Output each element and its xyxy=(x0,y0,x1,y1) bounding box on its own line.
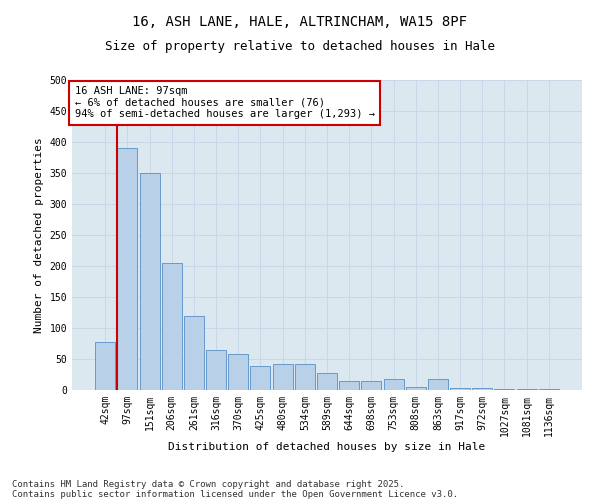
Bar xyxy=(494,389,514,390)
Bar xyxy=(450,388,470,390)
Bar xyxy=(383,379,404,390)
Bar xyxy=(339,380,359,390)
Bar xyxy=(250,366,271,390)
Y-axis label: Number of detached properties: Number of detached properties xyxy=(34,137,44,333)
Bar xyxy=(517,389,536,390)
Bar xyxy=(184,316,204,390)
Text: 16, ASH LANE, HALE, ALTRINCHAM, WA15 8PF: 16, ASH LANE, HALE, ALTRINCHAM, WA15 8PF xyxy=(133,15,467,29)
Bar xyxy=(539,389,559,390)
Bar xyxy=(317,372,337,390)
Bar xyxy=(140,173,160,390)
Text: Contains public sector information licensed under the Open Government Licence v3: Contains public sector information licen… xyxy=(12,490,458,499)
Bar xyxy=(272,364,293,390)
Text: Size of property relative to detached houses in Hale: Size of property relative to detached ho… xyxy=(105,40,495,53)
Bar xyxy=(428,379,448,390)
Bar xyxy=(295,364,315,390)
Bar xyxy=(162,263,182,390)
Bar xyxy=(228,354,248,390)
Bar xyxy=(206,350,226,390)
Bar xyxy=(472,388,492,390)
Text: Contains HM Land Registry data © Crown copyright and database right 2025.: Contains HM Land Registry data © Crown c… xyxy=(12,480,404,489)
Bar xyxy=(118,148,137,390)
Bar xyxy=(361,380,382,390)
X-axis label: Distribution of detached houses by size in Hale: Distribution of detached houses by size … xyxy=(169,442,485,452)
Bar xyxy=(95,342,115,390)
Bar xyxy=(406,387,426,390)
Text: 16 ASH LANE: 97sqm
← 6% of detached houses are smaller (76)
94% of semi-detached: 16 ASH LANE: 97sqm ← 6% of detached hous… xyxy=(74,86,374,120)
